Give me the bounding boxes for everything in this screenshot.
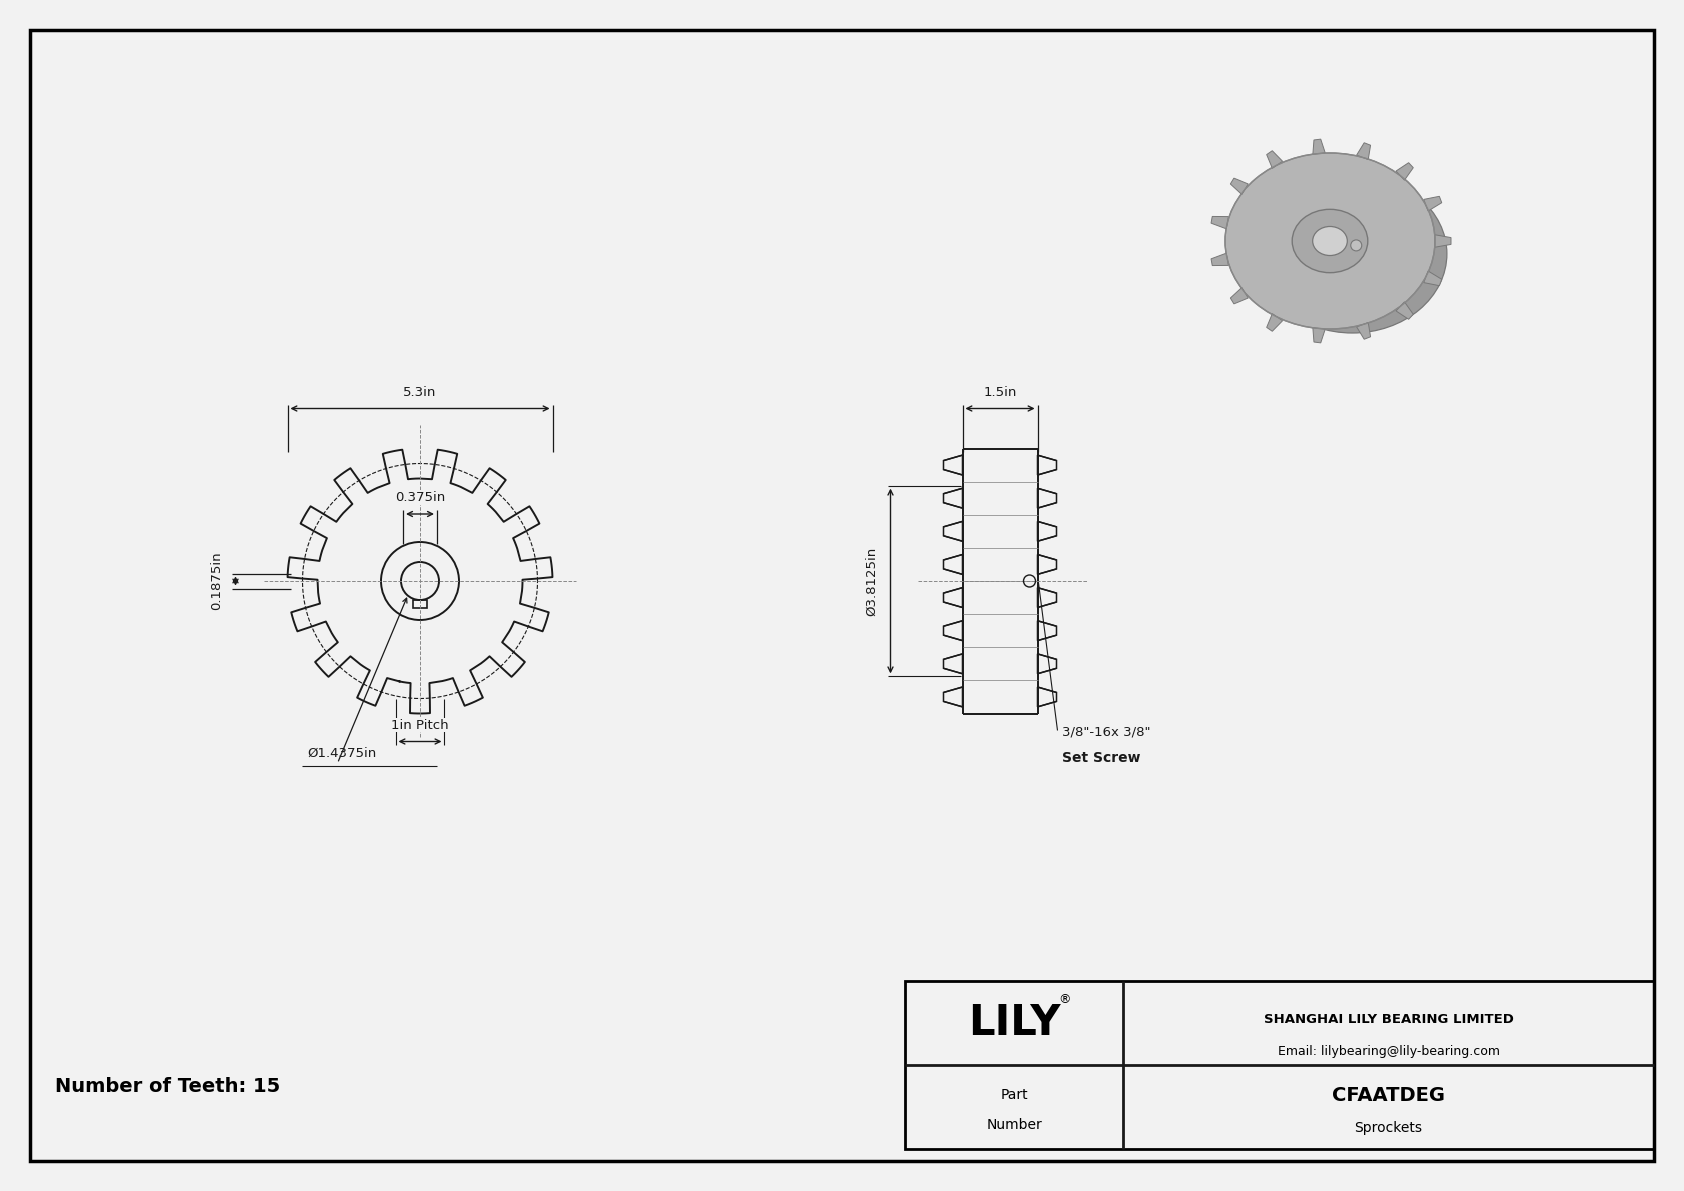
Polygon shape	[1357, 143, 1371, 160]
Ellipse shape	[1258, 175, 1447, 333]
Text: Set Screw: Set Screw	[1063, 750, 1142, 765]
Polygon shape	[1423, 272, 1442, 286]
Polygon shape	[1423, 197, 1442, 211]
Text: Part: Part	[1000, 1089, 1027, 1102]
Text: Sprockets: Sprockets	[1354, 1121, 1423, 1135]
Polygon shape	[1314, 328, 1325, 343]
Text: Number: Number	[987, 1118, 1042, 1133]
Ellipse shape	[1312, 226, 1347, 256]
Text: 1in Pitch: 1in Pitch	[391, 718, 450, 731]
Polygon shape	[1396, 163, 1413, 180]
Polygon shape	[1266, 151, 1283, 168]
Text: Number of Teeth: 15: Number of Teeth: 15	[56, 1077, 280, 1096]
Polygon shape	[1231, 287, 1248, 304]
Text: 1.5in: 1.5in	[983, 386, 1017, 399]
Text: 3/8"-16x 3/8": 3/8"-16x 3/8"	[1063, 725, 1150, 738]
Polygon shape	[1231, 179, 1248, 194]
Ellipse shape	[1292, 210, 1367, 273]
Text: SHANGHAI LILY BEARING LIMITED: SHANGHAI LILY BEARING LIMITED	[1263, 1014, 1514, 1027]
Circle shape	[1351, 239, 1362, 251]
Text: 5.3in: 5.3in	[402, 386, 436, 399]
Text: Ø1.4375in: Ø1.4375in	[308, 747, 377, 760]
Polygon shape	[1435, 235, 1452, 248]
Polygon shape	[1211, 217, 1228, 229]
Text: 0.1875in: 0.1875in	[210, 551, 224, 610]
Text: Email: lilybearing@lily-bearing.com: Email: lilybearing@lily-bearing.com	[1278, 1045, 1499, 1058]
Polygon shape	[1266, 313, 1283, 331]
Text: ®: ®	[1059, 993, 1071, 1006]
Ellipse shape	[1224, 152, 1435, 329]
Text: 0.375in: 0.375in	[394, 491, 445, 504]
Text: LILY: LILY	[968, 1002, 1061, 1045]
Text: Ø3.8125in: Ø3.8125in	[866, 547, 879, 616]
Bar	[904, 981, 1654, 1149]
Polygon shape	[1314, 139, 1325, 155]
Polygon shape	[1211, 254, 1228, 266]
Polygon shape	[1396, 301, 1413, 319]
Text: CFAATDEG: CFAATDEG	[1332, 1086, 1445, 1105]
Polygon shape	[1357, 323, 1371, 339]
